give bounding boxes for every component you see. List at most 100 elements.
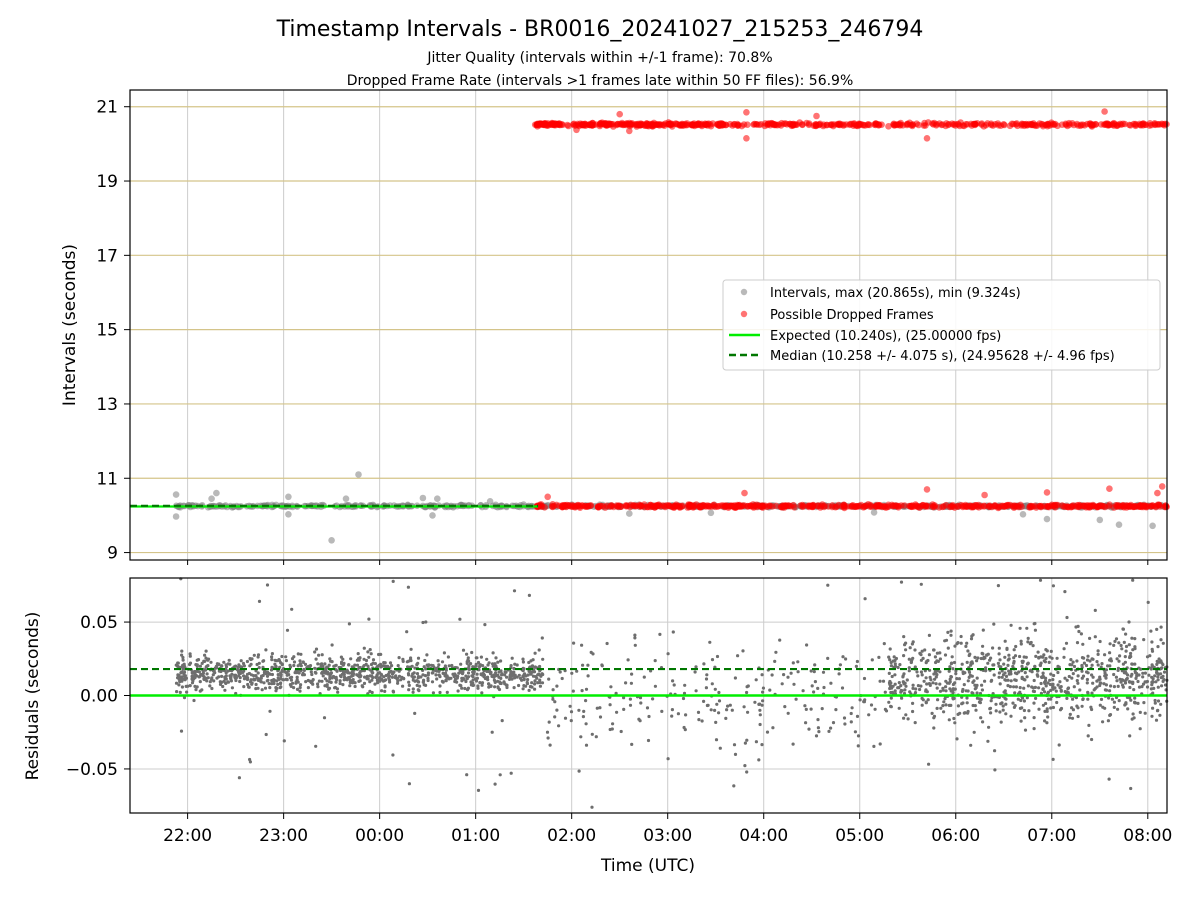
residual-point	[421, 673, 425, 677]
residual-point	[282, 678, 286, 682]
residual-point	[256, 655, 260, 659]
residual-point	[343, 676, 347, 680]
dropped-frame-point	[1051, 120, 1059, 128]
residual-point	[367, 617, 371, 621]
dropped-frame-point	[564, 121, 571, 129]
residual-point	[1043, 709, 1047, 714]
residual-point	[934, 675, 938, 679]
dropped-frame-point	[890, 120, 898, 128]
residual-point	[248, 757, 252, 762]
dropped-frame-point	[1060, 503, 1068, 510]
residual-point	[605, 641, 609, 646]
residual-point	[358, 679, 362, 683]
residual-point	[314, 744, 318, 748]
residual-point	[1114, 675, 1118, 679]
residual-point	[889, 684, 893, 689]
residual-point	[1110, 697, 1114, 701]
residual-point	[586, 674, 590, 678]
residual-point	[533, 687, 537, 691]
residual-point	[887, 700, 891, 704]
residual-point	[261, 659, 265, 663]
residual-point	[371, 675, 375, 680]
residual-point	[991, 646, 995, 650]
dropped-frame-point	[797, 502, 804, 509]
residual-point	[1151, 706, 1155, 710]
residual-point	[791, 742, 795, 746]
residual-point	[1159, 676, 1163, 680]
residual-point	[1033, 628, 1037, 632]
residual-point	[332, 664, 336, 668]
residual-point	[943, 639, 947, 643]
residual-point	[367, 655, 371, 659]
residual-point	[1129, 698, 1133, 702]
residual-point	[533, 651, 537, 655]
residual-point	[264, 648, 268, 652]
residual-point	[431, 691, 435, 695]
residual-point	[666, 652, 670, 656]
residual-point	[1090, 737, 1094, 742]
residual-point	[761, 690, 765, 694]
residual-point	[426, 671, 430, 675]
residual-point	[1084, 663, 1089, 668]
residual-point	[984, 668, 988, 672]
residual-point	[521, 669, 525, 673]
residual-point	[407, 673, 411, 677]
residual-point	[812, 670, 816, 674]
residual-point	[537, 648, 541, 652]
residual-point	[313, 666, 317, 670]
residual-point	[951, 697, 955, 701]
residual-point	[254, 682, 258, 687]
residual-point	[257, 666, 261, 670]
residual-point	[347, 622, 351, 626]
residual-point	[1056, 670, 1060, 675]
residual-point	[529, 670, 533, 674]
x-tick-label: 01:00	[451, 826, 500, 846]
residual-point	[1129, 651, 1133, 656]
residual-point	[509, 670, 513, 674]
residual-point	[1156, 708, 1160, 713]
residual-point	[1043, 680, 1047, 684]
residual-point	[639, 701, 643, 705]
residual-point	[215, 666, 219, 670]
residual-point	[313, 650, 317, 654]
residual-point	[1104, 676, 1108, 680]
residual-point	[983, 679, 987, 683]
residual-point	[1063, 590, 1067, 594]
residual-point	[1112, 672, 1116, 677]
residual-point	[434, 673, 438, 677]
residual-point	[682, 691, 687, 695]
residual-point	[969, 637, 974, 641]
residual-point	[941, 686, 945, 691]
residual-point	[1099, 681, 1103, 685]
residual-point	[518, 676, 523, 680]
residual-point	[289, 684, 293, 689]
residual-point	[411, 687, 415, 691]
residual-point	[743, 764, 747, 768]
residual-point	[1058, 680, 1062, 684]
residual-point	[1119, 680, 1123, 684]
residual-point	[944, 685, 948, 689]
residual-point	[373, 682, 377, 686]
residual-point	[530, 681, 534, 685]
residual-point	[918, 651, 922, 656]
residual-point	[1071, 672, 1075, 676]
residual-point	[732, 743, 737, 747]
dropped-frame-point	[924, 119, 932, 126]
residual-point	[863, 597, 867, 601]
residual-point	[1006, 658, 1010, 662]
residual-point	[796, 670, 800, 674]
dropped-frame-point	[860, 504, 867, 511]
residual-point	[252, 653, 256, 657]
residual-point	[1156, 685, 1160, 689]
residual-point	[1034, 696, 1038, 701]
residual-point	[1098, 683, 1102, 688]
residual-point	[1013, 671, 1018, 675]
residual-point	[741, 649, 745, 653]
residual-point	[379, 652, 383, 657]
residual-point	[407, 683, 411, 688]
residual-point	[1085, 677, 1089, 682]
residual-point	[1100, 662, 1104, 666]
residual-point	[590, 805, 594, 809]
residual-point	[268, 709, 272, 713]
residual-point	[1033, 621, 1037, 626]
